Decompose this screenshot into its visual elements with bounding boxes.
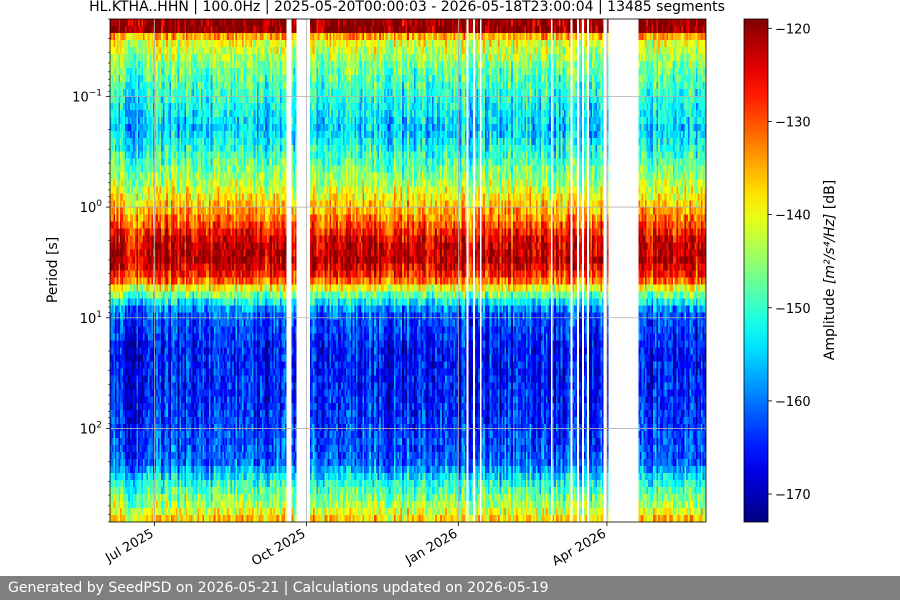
footer-text: Generated by SeedPSD on 2026-05-21 | Cal… [8, 580, 549, 596]
colorbar-tick-label: −160 [775, 395, 811, 410]
colorbar-tick-label: −170 [775, 488, 811, 503]
footer-bar: Generated by SeedPSD on 2026-05-21 | Cal… [0, 576, 900, 600]
y-axis-label: Period [s] [45, 237, 61, 303]
colorbar-label-suffix: [dB] [822, 180, 838, 214]
colorbar-tick-label: −140 [775, 209, 811, 224]
colorbar-label: Amplitude [m²/s⁴/Hz] [dB] [822, 180, 838, 360]
colorbar-tick-label: −130 [775, 115, 811, 130]
colorbar-tick-label: −120 [775, 22, 811, 37]
y-tick-label: 10−1 [72, 88, 102, 105]
colorbar: −120 −130 −140 −150 −160 −170 [743, 18, 811, 523]
x-tick-label: Oct 2025 [249, 526, 308, 569]
colorbar-gradient [743, 18, 769, 523]
spectrogram-plot-area [109, 18, 707, 523]
x-tick-label: Jan 2026 [402, 526, 460, 568]
y-tick-label: 100 [80, 199, 103, 216]
colorbar-label-units: [m²/s⁴/Hz] [822, 214, 838, 284]
x-axis: Jul 2025 Oct 2025 Jan 2026 Apr 2026 [102, 522, 609, 569]
spectrogram-heatmap [110, 19, 706, 522]
colorbar-label-prefix: Amplitude [822, 284, 838, 360]
psd-spectrogram-figure: HL.KTHA..HHN | 100.0Hz | 2025-05-20T00:0… [45, 0, 838, 569]
chart-title: HL.KTHA..HHN | 100.0Hz | 2025-05-20T00:0… [89, 0, 725, 15]
x-tick-label: Apr 2026 [550, 526, 609, 569]
y-axis: 10−1 100 101 102 [72, 18, 110, 523]
plot-frame [109, 18, 707, 523]
colorbar-tick-label: −150 [775, 302, 811, 317]
x-tick-label: Jul 2025 [102, 526, 156, 566]
y-tick-label: 101 [80, 310, 102, 327]
y-tick-label: 102 [80, 420, 102, 437]
